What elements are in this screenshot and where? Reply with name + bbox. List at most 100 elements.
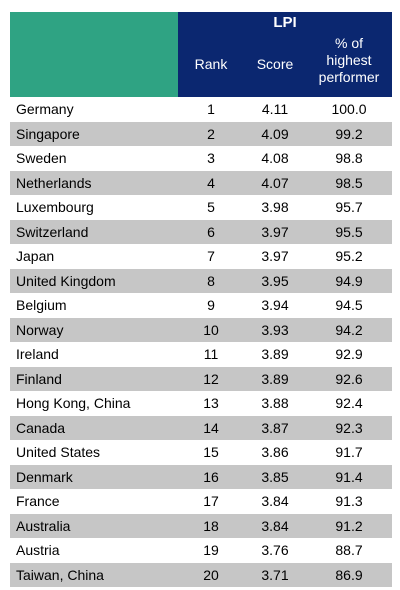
table-row: United States 15 3.86 91.7 [10, 440, 392, 465]
lpi-ranking-table: LPI Rank Score % of highest performer Ge… [10, 12, 392, 587]
table-row: Denmark 16 3.85 91.4 [10, 464, 392, 489]
country-cell: Sweden [16, 150, 67, 167]
score-cell: 4.09 [261, 125, 289, 142]
table-row: Canada 14 3.87 92.3 [10, 415, 392, 440]
rank-cell: 8 [207, 272, 215, 289]
country-cell: Luxembourg [16, 199, 94, 216]
table-row: Hong Kong, China 13 3.88 92.4 [10, 391, 392, 416]
column-header-pct-of-highest: % of highest performer [306, 35, 392, 86]
country-cell: Germany [16, 101, 74, 118]
header-blank-cell [10, 12, 178, 97]
pct-of-highest-cell: 94.9 [335, 272, 363, 289]
rank-cell: 7 [207, 248, 215, 265]
table-row: Finland 12 3.89 92.6 [10, 366, 392, 391]
pct-of-highest-cell: 92.9 [335, 346, 363, 363]
table-row: Ireland 11 3.89 92.9 [10, 342, 392, 367]
score-cell: 3.86 [261, 444, 289, 461]
table-row: Luxembourg 5 3.98 95.7 [10, 195, 392, 220]
pct-of-highest-cell: 92.4 [335, 395, 363, 412]
rank-cell: 6 [207, 223, 215, 240]
score-cell: 3.93 [261, 321, 289, 338]
country-cell: Japan [16, 248, 55, 265]
pct-of-highest-cell: 95.2 [335, 248, 363, 265]
country-cell: Canada [16, 419, 66, 436]
table-header: LPI Rank Score % of highest performer [10, 12, 392, 97]
rank-cell: 20 [203, 566, 219, 583]
table-row: Norway 10 3.93 94.2 [10, 317, 392, 342]
score-cell: 3.97 [261, 248, 289, 265]
score-cell: 4.08 [261, 150, 289, 167]
country-cell: Hong Kong, China [16, 395, 131, 412]
pct-header-line-2: highest [326, 52, 372, 68]
rank-cell: 1 [207, 101, 215, 118]
table-row: Netherlands 4 4.07 98.5 [10, 170, 392, 195]
rank-cell: 3 [207, 150, 215, 167]
table-row: Austria 19 3.76 88.7 [10, 538, 392, 563]
pct-of-highest-cell: 100.0 [331, 101, 367, 118]
pct-of-highest-cell: 98.8 [335, 150, 363, 167]
score-cell: 3.71 [261, 566, 289, 583]
rank-cell: 2 [207, 125, 215, 142]
rank-cell: 4 [207, 174, 215, 191]
rank-cell: 18 [203, 517, 219, 534]
pct-of-highest-cell: 99.2 [335, 125, 363, 142]
score-cell: 3.97 [261, 223, 289, 240]
table-row: Germany 1 4.11 100.0 [10, 97, 392, 122]
country-cell: Norway [16, 321, 64, 338]
table-row: Taiwan, China 20 3.71 86.9 [10, 562, 392, 587]
pct-of-highest-cell: 86.9 [335, 566, 363, 583]
table-body: Germany 1 4.11 100.0 Singapore 2 4.09 99.2 Swede… [10, 97, 392, 587]
rank-cell: 13 [203, 395, 219, 412]
country-cell: United Kingdom [16, 272, 116, 289]
pct-of-highest-cell: 94.5 [335, 297, 363, 314]
rank-cell: 17 [203, 493, 219, 510]
table-row: United Kingdom 8 3.95 94.9 [10, 268, 392, 293]
table-row: Sweden 3 4.08 98.8 [10, 146, 392, 171]
pct-of-highest-cell: 88.7 [335, 542, 363, 559]
country-cell: Finland [16, 370, 62, 387]
score-cell: 3.89 [261, 346, 289, 363]
rank-cell: 15 [203, 444, 219, 461]
country-cell: Ireland [16, 346, 59, 363]
pct-of-highest-cell: 92.6 [335, 370, 363, 387]
score-cell: 3.85 [261, 468, 289, 485]
score-cell: 3.89 [261, 370, 289, 387]
country-cell: Austria [16, 542, 60, 559]
pct-of-highest-cell: 91.2 [335, 517, 363, 534]
country-cell: Australia [16, 517, 71, 534]
pct-of-highest-cell: 94.2 [335, 321, 363, 338]
score-cell: 3.76 [261, 542, 289, 559]
pct-of-highest-cell: 91.3 [335, 493, 363, 510]
table-row: Belgium 9 3.94 94.5 [10, 293, 392, 318]
rank-cell: 9 [207, 297, 215, 314]
pct-of-highest-cell: 92.3 [335, 419, 363, 436]
score-cell: 3.95 [261, 272, 289, 289]
country-cell: Netherlands [16, 174, 92, 191]
header-lpi-group: LPI Rank Score % of highest performer [178, 12, 392, 97]
column-header-score: Score [256, 56, 294, 72]
pct-header-line-3: performer [318, 69, 380, 85]
pct-of-highest-cell: 91.7 [335, 444, 363, 461]
score-cell: 3.84 [261, 493, 289, 510]
country-cell: Denmark [16, 468, 73, 485]
table-row: France 17 3.84 91.3 [10, 489, 392, 514]
rank-cell: 12 [203, 370, 219, 387]
country-cell: Taiwan, China [16, 566, 104, 583]
country-cell: Singapore [16, 125, 80, 142]
pct-of-highest-cell: 91.4 [335, 468, 363, 485]
pct-header-line-1: % of [334, 35, 363, 51]
pct-of-highest-cell: 98.5 [335, 174, 363, 191]
pct-of-highest-cell: 95.7 [335, 199, 363, 216]
rank-cell: 19 [203, 542, 219, 559]
table-row: Switzerland 6 3.97 95.5 [10, 219, 392, 244]
country-cell: France [16, 493, 60, 510]
score-cell: 3.98 [261, 199, 289, 216]
lpi-group-title: LPI [273, 14, 297, 31]
rank-cell: 5 [207, 199, 215, 216]
column-header-rank: Rank [194, 56, 228, 72]
score-cell: 3.94 [261, 297, 289, 314]
country-cell: Switzerland [16, 223, 89, 240]
score-cell: 3.84 [261, 517, 289, 534]
score-cell: 3.88 [261, 395, 289, 412]
table-row: Australia 18 3.84 91.2 [10, 513, 392, 538]
